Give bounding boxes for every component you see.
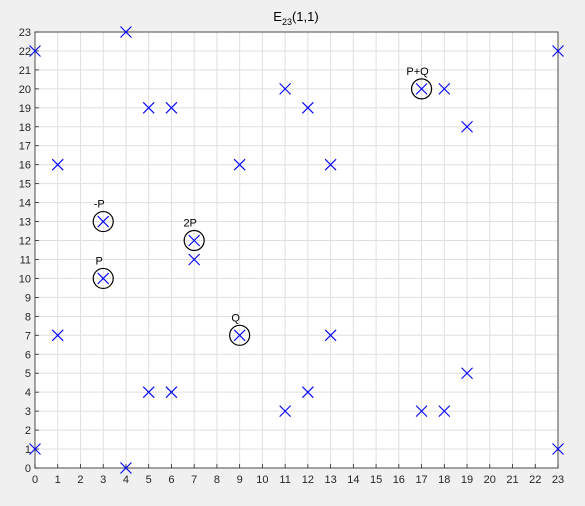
data-point-marker xyxy=(552,443,564,455)
data-point-marker xyxy=(165,101,178,114)
x-tick-label: 4 xyxy=(123,474,129,486)
y-tick-label: 4 xyxy=(25,387,31,399)
x-tick-label: 21 xyxy=(506,474,518,486)
x-tick-label: 20 xyxy=(484,474,496,486)
y-tick-label: 15 xyxy=(19,179,31,191)
y-tick-label: 13 xyxy=(19,217,31,229)
data-point-marker xyxy=(97,215,110,228)
y-tick-label: 21 xyxy=(19,65,31,77)
annotation-circle xyxy=(229,324,251,346)
y-tick-label: 0 xyxy=(25,463,31,475)
x-tick-label: 6 xyxy=(168,474,174,486)
data-point-marker xyxy=(415,405,428,418)
data-point-marker xyxy=(324,158,337,171)
x-tick-label: 22 xyxy=(529,474,541,486)
y-tick-label: 8 xyxy=(25,311,31,323)
data-point-marker xyxy=(301,101,314,114)
y-tick-label: 6 xyxy=(25,349,31,361)
y-tick-label: 17 xyxy=(19,141,31,153)
x-tick-label: 3 xyxy=(100,474,106,486)
x-tick-label: 5 xyxy=(146,474,152,486)
data-point-marker xyxy=(120,26,132,38)
data-point-marker xyxy=(552,45,564,57)
data-point-marker xyxy=(188,234,201,247)
data-point-marker xyxy=(233,329,246,342)
y-tick-label: 18 xyxy=(19,122,31,134)
y-tick-label: 23 xyxy=(19,27,31,39)
chart-title: E23(1,1) xyxy=(273,9,318,27)
y-tick-label: 3 xyxy=(25,406,31,418)
y-tick-label: 5 xyxy=(25,368,31,380)
x-tick-label: 11 xyxy=(279,474,290,486)
data-point-marker xyxy=(29,45,41,57)
y-tick-label: 1 xyxy=(25,444,31,456)
annotation-circle xyxy=(410,78,433,100)
data-points xyxy=(29,26,564,474)
annotation-circle xyxy=(92,267,114,290)
data-point-marker xyxy=(142,386,155,399)
title-suffix: (1,1) xyxy=(292,9,319,24)
x-tick-label: 15 xyxy=(370,474,382,486)
data-point-marker xyxy=(438,82,451,95)
annotation-label: 2P xyxy=(183,218,196,230)
y-tick-label: 2 xyxy=(25,425,31,437)
annotation-label: P xyxy=(96,255,103,267)
data-point-marker xyxy=(324,329,337,342)
y-tick-label: 22 xyxy=(19,46,31,58)
y-tick-label: 7 xyxy=(25,330,31,342)
data-point-marker xyxy=(438,405,451,418)
x-axis: 0 1 2 3 4 5 6 7 8 9 10 11 12 13 14 15 16 17 18 19 20 21 22 23 xyxy=(32,464,564,486)
x-tick-label: 9 xyxy=(237,474,243,486)
data-point-marker xyxy=(279,82,292,95)
x-tick-label: 7 xyxy=(191,474,197,486)
annotation-label: Q xyxy=(231,312,240,324)
plot-frame xyxy=(34,31,559,469)
title-subscript: 23 xyxy=(282,17,292,27)
data-point-marker xyxy=(51,329,64,342)
annotations: P -P 2P Q P+Q xyxy=(92,66,433,346)
data-point-marker xyxy=(29,443,41,455)
data-point-marker xyxy=(461,120,473,133)
annotation-label: P+Q xyxy=(406,66,429,78)
x-tick-label: 18 xyxy=(438,474,450,486)
data-point-marker xyxy=(461,367,473,380)
data-point-marker xyxy=(301,386,314,399)
x-tick-label: 23 xyxy=(552,474,564,486)
x-tick-label: 19 xyxy=(461,474,473,486)
data-point-marker xyxy=(188,253,201,266)
data-point-marker xyxy=(279,405,292,418)
x-tick-label: 10 xyxy=(256,474,268,486)
plot-area xyxy=(35,32,558,468)
annotation-circle xyxy=(92,210,114,233)
x-tick-label: 14 xyxy=(347,474,359,486)
data-point-marker xyxy=(120,462,132,474)
x-tick-label: 13 xyxy=(324,474,336,486)
data-point-marker xyxy=(233,158,246,171)
x-tick-label: 0 xyxy=(32,474,38,486)
data-point-marker xyxy=(51,158,64,171)
y-tick-label: 14 xyxy=(19,198,31,210)
y-tick-label: 9 xyxy=(25,292,31,304)
y-tick-label: 19 xyxy=(19,103,31,115)
x-tick-label: 2 xyxy=(77,474,83,486)
y-tick-label: 20 xyxy=(19,84,31,96)
x-tick-label: 8 xyxy=(214,474,220,486)
data-point-marker xyxy=(165,386,178,399)
x-tick-label: 17 xyxy=(415,474,427,486)
data-point-marker xyxy=(142,101,155,114)
y-tick-label: 11 xyxy=(20,254,31,266)
title-base: E xyxy=(273,9,282,24)
y-tick-label: 10 xyxy=(19,273,31,285)
annotation-circle xyxy=(183,229,205,252)
y-tick-label: 12 xyxy=(19,236,31,248)
x-tick-label: 16 xyxy=(393,474,405,486)
data-point-marker xyxy=(97,272,110,285)
annotation-label: -P xyxy=(94,199,105,211)
data-point-marker xyxy=(415,82,428,95)
x-tick-label: 1 xyxy=(55,474,61,486)
x-tick-label: 12 xyxy=(302,474,314,486)
y-tick-label: 16 xyxy=(19,160,31,172)
